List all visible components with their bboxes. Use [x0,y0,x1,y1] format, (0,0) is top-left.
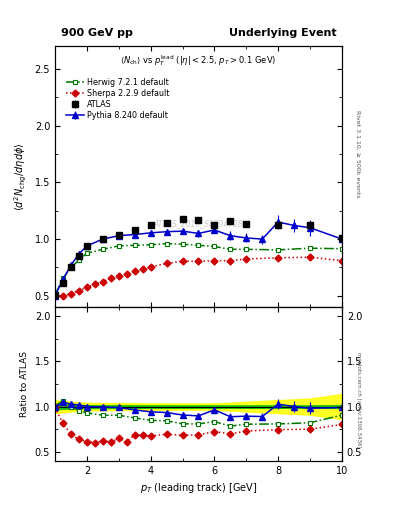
Sherpa 2.2.9 default [140,266,145,272]
Line: Herwig 7.2.1 default: Herwig 7.2.1 default [53,241,344,297]
Text: mcplots.cern.ch [arXiv:1306.3436]: mcplots.cern.ch [arXiv:1306.3436] [356,352,361,447]
Line: Sherpa 2.2.9 default: Sherpa 2.2.9 default [53,255,344,298]
Y-axis label: $\langle d^{2} N_{\rm chg}/d\eta d\phi\rangle$: $\langle d^{2} N_{\rm chg}/d\eta d\phi\r… [13,142,29,211]
Herwig 7.2.1 default [308,245,312,251]
Sherpa 2.2.9 default [308,254,312,260]
Text: Underlying Event: Underlying Event [229,28,336,38]
Herwig 7.2.1 default [61,275,65,281]
Herwig 7.2.1 default [77,257,81,263]
Sherpa 2.2.9 default [125,271,129,277]
Herwig 7.2.1 default [340,246,344,252]
Sherpa 2.2.9 default [212,258,217,264]
Herwig 7.2.1 default [164,241,169,247]
Herwig 7.2.1 default [228,246,233,252]
Herwig 7.2.1 default [69,264,73,270]
Sherpa 2.2.9 default [132,268,137,274]
Herwig 7.2.1 default [196,242,201,248]
Sherpa 2.2.9 default [53,293,57,299]
Sherpa 2.2.9 default [244,256,249,262]
Herwig 7.2.1 default [116,243,121,249]
Herwig 7.2.1 default [132,242,137,248]
Sherpa 2.2.9 default [180,258,185,264]
Text: Rivet 3.1.10, ≥ 500k events: Rivet 3.1.10, ≥ 500k events [356,110,361,198]
Sherpa 2.2.9 default [164,261,169,267]
Legend: Herwig 7.2.1 default, Sherpa 2.2.9 default, ATLAS, Pythia 8.240 default: Herwig 7.2.1 default, Sherpa 2.2.9 defau… [65,76,171,121]
Sherpa 2.2.9 default [108,275,113,281]
Sherpa 2.2.9 default [340,258,344,264]
Y-axis label: Ratio to ATLAS: Ratio to ATLAS [20,351,29,417]
Sherpa 2.2.9 default [92,281,97,287]
Herwig 7.2.1 default [148,242,153,248]
Herwig 7.2.1 default [180,241,185,247]
Sherpa 2.2.9 default [196,258,201,264]
Sherpa 2.2.9 default [116,273,121,279]
Sherpa 2.2.9 default [77,288,81,294]
Sherpa 2.2.9 default [84,284,89,290]
Sherpa 2.2.9 default [69,290,73,296]
Sherpa 2.2.9 default [228,258,233,264]
Sherpa 2.2.9 default [101,279,105,285]
Text: ATLAS_2010_S8894728: ATLAS_2010_S8894728 [153,219,244,228]
Herwig 7.2.1 default [276,247,281,253]
Herwig 7.2.1 default [212,243,217,249]
X-axis label: $p_T$ (leading track) [GeV]: $p_T$ (leading track) [GeV] [140,481,257,495]
Sherpa 2.2.9 default [276,255,281,261]
Herwig 7.2.1 default [101,246,105,252]
Sherpa 2.2.9 default [61,293,65,299]
Text: 900 GeV pp: 900 GeV pp [61,28,132,38]
Sherpa 2.2.9 default [148,264,153,270]
Herwig 7.2.1 default [53,292,57,298]
Herwig 7.2.1 default [84,250,89,257]
Herwig 7.2.1 default [244,246,249,252]
Text: $\langle N_{\rm ch}\rangle$ vs $p_T^{\rm lead}$ ($|\eta| < 2.5$, $p_T > 0.1$ GeV: $\langle N_{\rm ch}\rangle$ vs $p_T^{\rm… [120,53,277,68]
